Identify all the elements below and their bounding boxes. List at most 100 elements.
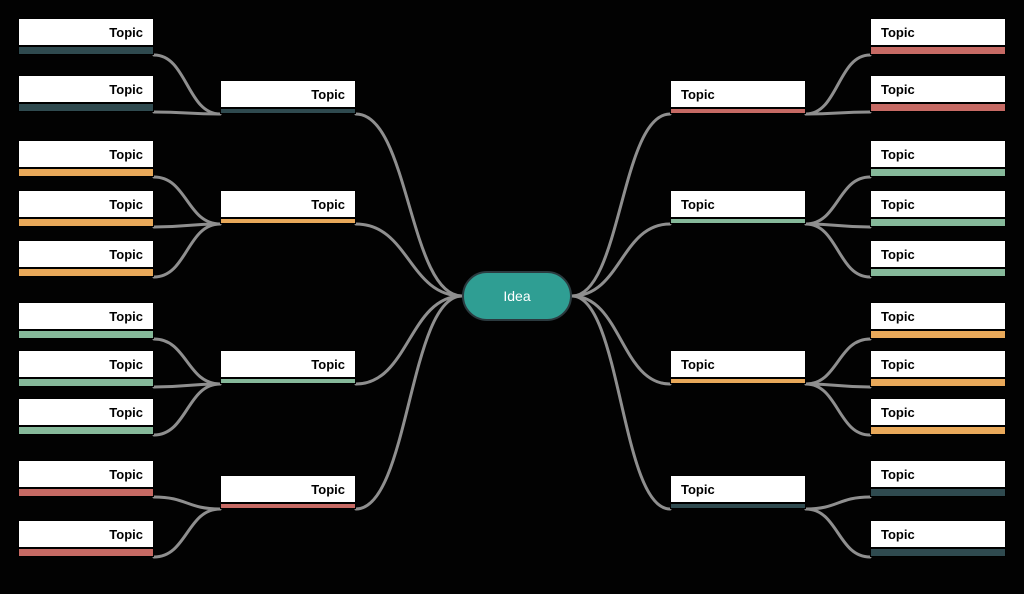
node-accent-bar [870,103,1006,112]
edge [154,509,220,557]
node-box: Topic [220,350,356,378]
node-box: Topic [18,240,154,268]
leaf-node: Topic [870,398,1006,435]
node-box: Topic [18,302,154,330]
edge [806,177,870,224]
leaf-node: Topic [18,18,154,55]
center-label: Idea [503,288,530,304]
node-accent-bar [870,330,1006,339]
node-label: Topic [109,309,143,324]
node-box: Topic [870,75,1006,103]
node-accent-bar [870,378,1006,387]
node-box: Topic [18,520,154,548]
node-accent-bar [870,46,1006,55]
node-accent-bar [18,330,154,339]
node-label: Topic [881,357,915,372]
node-label: Topic [681,87,715,102]
node-box: Topic [870,190,1006,218]
edge [356,224,462,296]
node-box: Topic [220,190,356,218]
node-accent-bar [18,46,154,55]
node-label: Topic [881,25,915,40]
node-label: Topic [109,147,143,162]
leaf-node: Topic [870,140,1006,177]
branch-node: Topic [670,475,806,509]
node-box: Topic [870,140,1006,168]
node-accent-bar [18,426,154,435]
node-box: Topic [18,140,154,168]
leaf-node: Topic [18,75,154,112]
branch-node: Topic [220,190,356,224]
edge [806,55,870,114]
edge [806,339,870,384]
node-box: Topic [670,350,806,378]
edge [356,114,462,296]
edge [154,384,220,387]
leaf-node: Topic [18,350,154,387]
node-accent-bar [220,378,356,384]
node-box: Topic [670,475,806,503]
node-accent-bar [18,268,154,277]
node-label: Topic [681,357,715,372]
node-accent-bar [18,103,154,112]
edge [806,384,870,435]
leaf-node: Topic [18,140,154,177]
leaf-node: Topic [18,460,154,497]
edge [356,296,462,509]
node-accent-bar [670,108,806,114]
edge [572,296,670,384]
node-box: Topic [18,190,154,218]
branch-node: Topic [670,190,806,224]
node-box: Topic [870,460,1006,488]
node-box: Topic [18,18,154,46]
node-accent-bar [18,488,154,497]
leaf-node: Topic [870,190,1006,227]
node-box: Topic [870,350,1006,378]
node-accent-bar [670,218,806,224]
edge [806,224,870,277]
edge [154,339,220,384]
node-accent-bar [670,503,806,509]
leaf-node: Topic [18,302,154,339]
node-box: Topic [870,240,1006,268]
branch-node: Topic [220,350,356,384]
edge [154,224,220,227]
leaf-node: Topic [18,240,154,277]
leaf-node: Topic [18,398,154,435]
node-box: Topic [870,520,1006,548]
node-label: Topic [881,197,915,212]
node-label: Topic [311,357,345,372]
node-label: Topic [681,482,715,497]
edge [806,224,870,227]
leaf-node: Topic [18,520,154,557]
node-accent-bar [18,378,154,387]
edge [572,114,670,296]
node-accent-bar [18,168,154,177]
edge [154,384,220,435]
node-accent-bar [870,168,1006,177]
node-label: Topic [109,467,143,482]
node-accent-bar [18,548,154,557]
node-accent-bar [870,426,1006,435]
leaf-node: Topic [870,240,1006,277]
edge [154,112,220,114]
node-label: Topic [311,87,345,102]
node-label: Topic [311,197,345,212]
node-label: Topic [881,527,915,542]
edge [356,296,462,384]
node-box: Topic [870,302,1006,330]
center-node: Idea [462,271,572,321]
node-label: Topic [109,197,143,212]
node-accent-bar [870,218,1006,227]
leaf-node: Topic [870,302,1006,339]
node-box: Topic [220,475,356,503]
node-box: Topic [18,350,154,378]
leaf-node: Topic [870,460,1006,497]
leaf-node: Topic [870,75,1006,112]
node-label: Topic [109,527,143,542]
node-label: Topic [109,247,143,262]
leaf-node: Topic [870,18,1006,55]
node-label: Topic [311,482,345,497]
node-box: Topic [870,398,1006,426]
node-accent-bar [18,218,154,227]
